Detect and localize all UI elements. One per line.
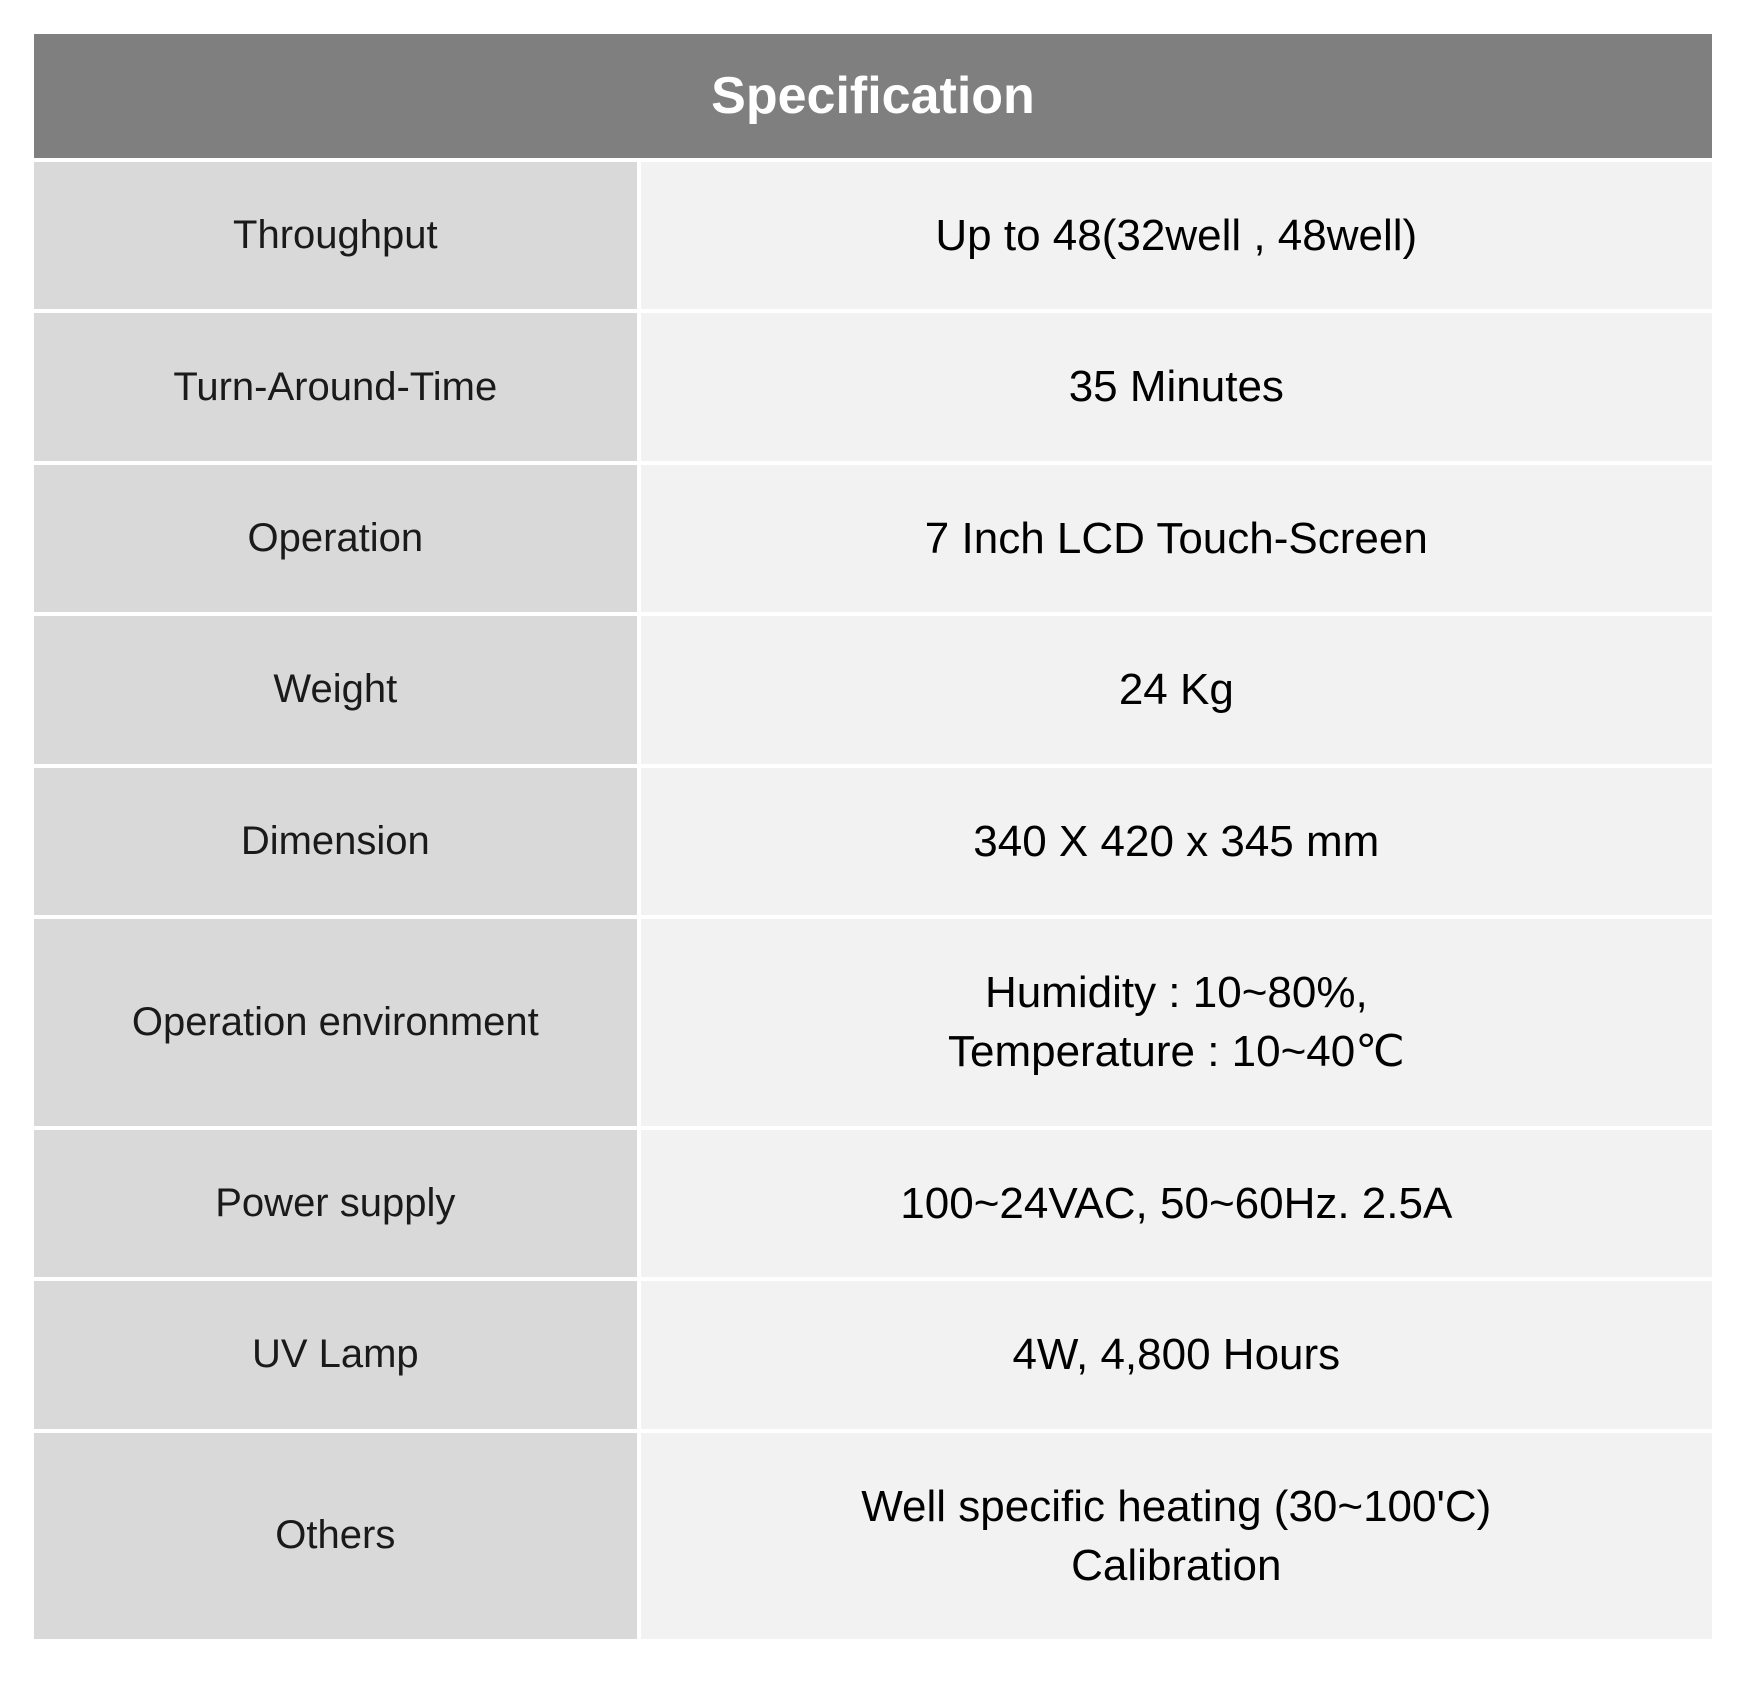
spec-value: 35 Minutes xyxy=(641,313,1712,460)
spec-label: Turn-Around-Time xyxy=(34,313,637,460)
spec-value: 4W, 4,800 Hours xyxy=(641,1281,1712,1428)
table-title: Specification xyxy=(34,34,1712,158)
table-row: Operation environment Humidity : 10~80%,… xyxy=(34,919,1712,1126)
table-row: Dimension 340 X 420 x 345 mm xyxy=(34,768,1712,915)
table-row: Operation 7 Inch LCD Touch-Screen xyxy=(34,465,1712,612)
spec-label: Throughput xyxy=(34,162,637,309)
table-row: Throughput Up to 48(32well , 48well) xyxy=(34,162,1712,309)
spec-label: Others xyxy=(34,1433,637,1640)
spec-label: Dimension xyxy=(34,768,637,915)
spec-value: 340 X 420 x 345 mm xyxy=(641,768,1712,915)
spec-value: 100~24VAC, 50~60Hz. 2.5A xyxy=(641,1130,1712,1277)
spec-label: Power supply xyxy=(34,1130,637,1277)
spec-value: Well specific heating (30~100'C) Calibra… xyxy=(641,1433,1712,1640)
spec-label: Operation xyxy=(34,465,637,612)
spec-label: UV Lamp xyxy=(34,1281,637,1428)
spec-label: Operation environment xyxy=(34,919,637,1126)
specification-table: Specification Throughput Up to 48(32well… xyxy=(30,30,1716,1643)
spec-label: Weight xyxy=(34,616,637,763)
spec-value: 7 Inch LCD Touch-Screen xyxy=(641,465,1712,612)
spec-value: Up to 48(32well , 48well) xyxy=(641,162,1712,309)
table-row: Turn-Around-Time 35 Minutes xyxy=(34,313,1712,460)
spec-value: 24 Kg xyxy=(641,616,1712,763)
table-body: Throughput Up to 48(32well , 48well) Tur… xyxy=(34,162,1712,1639)
table-row: Others Well specific heating (30~100'C) … xyxy=(34,1433,1712,1640)
table-row: Power supply 100~24VAC, 50~60Hz. 2.5A xyxy=(34,1130,1712,1277)
table-row: UV Lamp 4W, 4,800 Hours xyxy=(34,1281,1712,1428)
table-row: Weight 24 Kg xyxy=(34,616,1712,763)
spec-value: Humidity : 10~80%, Temperature : 10~40℃ xyxy=(641,919,1712,1126)
